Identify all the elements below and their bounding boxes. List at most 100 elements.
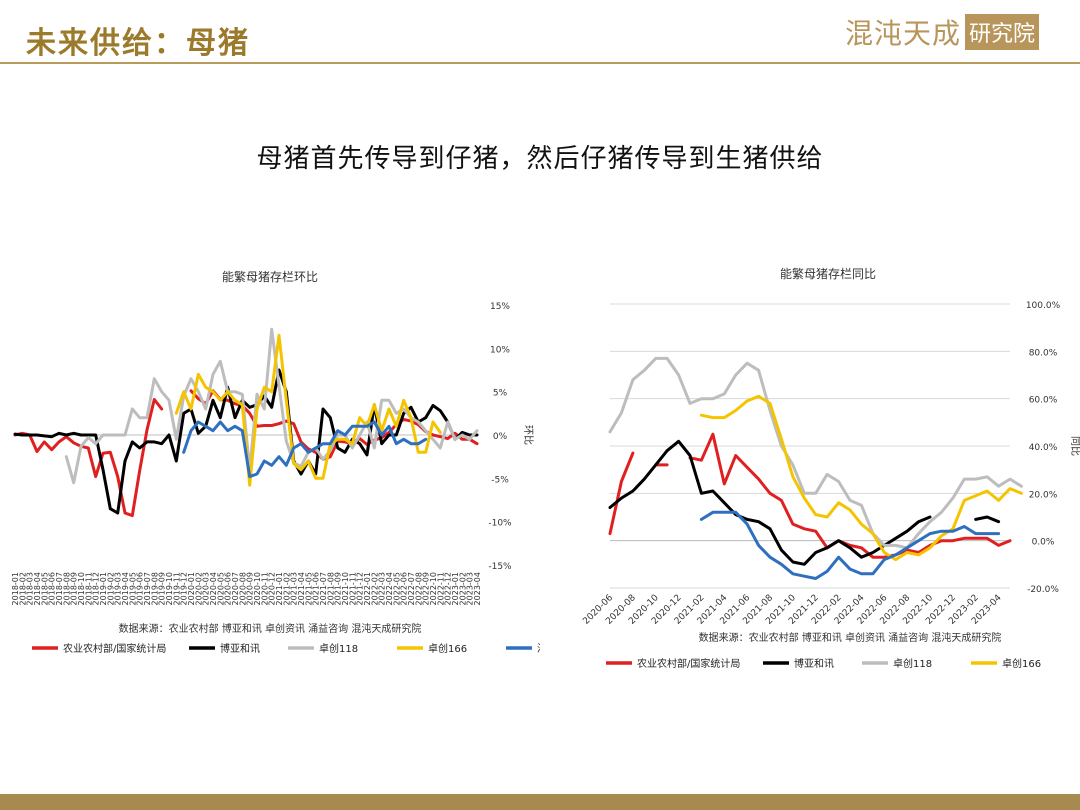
logo-main-text: 混沌天成 xyxy=(845,17,962,50)
y-tick-label: -20.0% xyxy=(1027,585,1059,595)
x-tick-label: 2022-09 xyxy=(422,572,431,605)
series-line-red xyxy=(688,432,1012,559)
x-tick-label: 2018-07 xyxy=(55,572,64,605)
x-tick-label: 2022-01 xyxy=(363,572,372,605)
chart-title: 能繁母猪存栏同比 xyxy=(780,266,876,281)
x-tick-label: 2022-04 xyxy=(385,572,394,605)
legend-label: 农业农村部/国家统计局 xyxy=(637,657,740,670)
data-source: 数据来源：农业农村部 博亚和讯 卓创资讯 涌益咨询 混沌天成研究院 xyxy=(119,622,422,635)
series-line-red xyxy=(13,398,164,518)
x-tick-label: 2019-12 xyxy=(180,572,189,605)
x-tick-label: 2022-02 xyxy=(370,572,379,605)
legend-label: 卓创118 xyxy=(893,657,932,670)
x-tick-label: 2018-08 xyxy=(62,572,71,605)
y-axis-label: 环比 xyxy=(522,425,534,445)
legend-label: 卓创166 xyxy=(428,642,467,655)
y-tick-label: 40.0% xyxy=(1029,443,1058,453)
x-tick-label: 2021-09 xyxy=(334,572,343,605)
x-tick-label: 2022-11 xyxy=(436,572,445,605)
chart-title: 能繁母猪存栏环比 xyxy=(222,269,318,284)
y-tick-label: 0.0% xyxy=(1032,538,1055,548)
x-tick-label: 2022-07 xyxy=(407,572,416,605)
legend-label: 涌益新 xyxy=(537,642,540,655)
x-tick-label: 2020-07 xyxy=(231,572,240,605)
legend-label: 农业农村部/国家统计局 xyxy=(63,642,166,655)
x-tick-label: 2018-11 xyxy=(84,572,93,605)
x-tick-label: 2022-08 xyxy=(414,572,423,605)
y-tick-label: 10% xyxy=(490,345,510,355)
x-tick-label: 2018-06 xyxy=(48,572,57,605)
x-tick-label: 2020-03 xyxy=(202,572,211,605)
logo-box-text: 研究院 xyxy=(965,14,1040,50)
series-line-black xyxy=(608,439,932,566)
slide-subtitle: 母猪首先传导到仔猪，然后仔猪传导到生猪供给 xyxy=(256,144,824,174)
x-tick-label: 2018-03 xyxy=(26,572,35,605)
x-tick-label: 2019-10 xyxy=(165,572,174,605)
series-line-blue xyxy=(182,420,428,479)
x-tick-label: 2020-04 xyxy=(209,572,218,605)
x-tick-label: 2020-05 xyxy=(216,572,225,605)
x-tick-label: 2018-01 xyxy=(11,572,20,605)
y-tick-label: 15% xyxy=(490,302,510,312)
x-tick-label: 2023-01 xyxy=(451,572,460,605)
x-tick-label: 2019-02 xyxy=(106,572,115,605)
y-tick-label: 80.0% xyxy=(1029,348,1058,358)
x-tick-label: 2021-02 xyxy=(282,572,291,605)
x-tick-label: 2021-06 xyxy=(312,572,321,605)
y-tick-label: -10% xyxy=(488,519,512,529)
x-tick-label: 2022-10 xyxy=(429,572,438,605)
y-tick-label: -5% xyxy=(491,475,509,485)
series-line-gray xyxy=(608,356,1023,550)
x-tick-label: 2018-04 xyxy=(33,572,42,605)
x-tick-label: 2021-10 xyxy=(341,572,350,605)
series-line-yellow xyxy=(174,333,442,487)
x-tick-label: 2022-03 xyxy=(378,572,387,605)
x-tick-label: 2022-06 xyxy=(400,572,409,605)
x-tick-label: 2020-02 xyxy=(194,572,203,605)
legend-label: 博亚和讯 xyxy=(794,657,834,670)
x-tick-label: 2022-12 xyxy=(444,572,453,605)
x-tick-label: 2019-11 xyxy=(172,572,181,605)
y-tick-label: 60.0% xyxy=(1029,396,1058,406)
x-tick-label: 2020-01 xyxy=(187,572,196,605)
x-tick-label: 2023-02 xyxy=(458,572,467,605)
series-line-black xyxy=(974,515,1001,524)
x-tick-label: 2018-12 xyxy=(92,572,101,605)
series-line-blue xyxy=(699,510,1001,580)
y-tick-label: 20.0% xyxy=(1029,490,1058,500)
x-tick-label: 2018-10 xyxy=(77,572,86,605)
x-tick-label: 2019-07 xyxy=(143,572,152,605)
series-line-red xyxy=(608,451,635,536)
x-tick-label: 2021-07 xyxy=(319,572,328,605)
legend-label: 卓创118 xyxy=(319,642,358,655)
x-tick-label: 2019-09 xyxy=(158,572,167,605)
x-tick-label: 2020-06 xyxy=(224,572,233,605)
x-tick-label: 2020-10 xyxy=(253,572,262,605)
x-tick-label: 2019-06 xyxy=(136,572,145,605)
series-line-yellow xyxy=(699,394,1023,562)
x-tick-label: 2020-08 xyxy=(238,572,247,605)
x-tick-label: 2021-05 xyxy=(304,572,313,605)
chart-mom: 能繁母猪存栏环比15%10%5%0%-5%-10%-15%环比2018-0120… xyxy=(11,269,540,655)
x-tick-label: 2018-09 xyxy=(70,572,79,605)
x-tick-label: 2021-12 xyxy=(356,572,365,605)
series-line-black xyxy=(13,368,479,515)
x-tick-label: 2019-01 xyxy=(99,572,108,605)
x-tick-label: 2019-08 xyxy=(150,572,159,605)
page-title: 未来供给：母猪 xyxy=(26,26,250,61)
y-tick-label: 100.0% xyxy=(1026,301,1061,311)
legend-label: 博亚和讯 xyxy=(220,642,260,655)
footer-bar xyxy=(0,794,1080,810)
data-source: 数据来源：农业农村部 博亚和讯 卓创资讯 涌益咨询 混沌天成研究院 xyxy=(699,631,1002,644)
x-tick-label: 2018-05 xyxy=(40,572,49,605)
x-tick-label: 2019-05 xyxy=(128,572,137,605)
y-tick-label: -15% xyxy=(488,562,512,572)
x-tick-label: 2019-04 xyxy=(121,572,130,605)
x-tick-label: 2021-04 xyxy=(297,572,306,605)
x-tick-label: 2021-08 xyxy=(326,572,335,605)
x-tick-label: 2020-12 xyxy=(268,572,277,605)
header-divider xyxy=(0,62,1080,64)
y-tick-label: 0% xyxy=(493,432,508,442)
y-axis-label: 同比 xyxy=(1069,436,1080,456)
x-tick-label: 2023-03 xyxy=(466,572,475,605)
